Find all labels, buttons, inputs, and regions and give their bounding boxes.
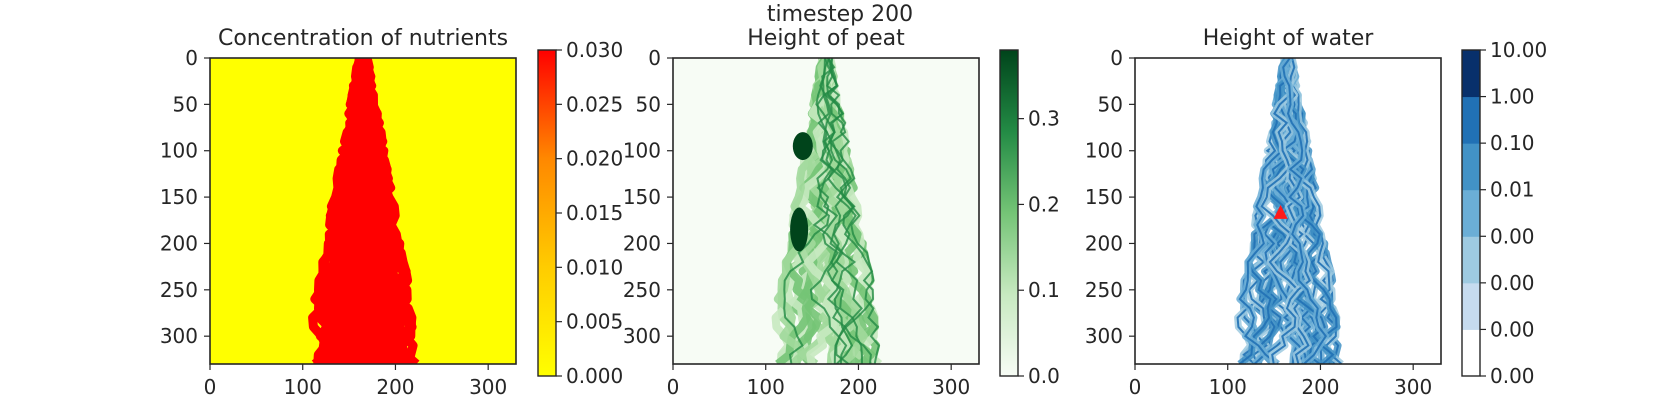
y-tick-label: 250 [1085, 278, 1123, 302]
colorbar-frame [999, 49, 1019, 377]
colorbar-tick-label: 0.000 [566, 364, 623, 388]
x-tick-label: 0 [1129, 375, 1142, 399]
colorbar-tick-label: 0.020 [566, 147, 623, 171]
peat-edge [809, 58, 852, 364]
colorbar-segment [1462, 236, 1480, 284]
colorbar-segment [1462, 329, 1480, 377]
panel-water: Height of water 0 50 100 150 200 250 300 0 100 200… [1085, 26, 1547, 399]
colorbar-tick-label: 10.00 [1490, 38, 1547, 62]
y-tick-label: 150 [1085, 185, 1123, 209]
colorbar-frame [1461, 49, 1481, 377]
y-tick-label: 250 [623, 278, 661, 302]
water-channel-core [1238, 58, 1299, 364]
colorbar-segment [1462, 189, 1480, 237]
position-marker [1273, 204, 1288, 219]
colorbar-segment [1462, 143, 1480, 191]
axes-frame [672, 57, 980, 365]
colorbar-tick-label: 0.1 [1028, 278, 1060, 302]
y-tick-label: 50 [173, 92, 198, 116]
colorbar-tick-label: 0.01 [1490, 178, 1535, 202]
y-tick-label: 0 [1110, 46, 1123, 70]
x-tick-label: 200 [839, 375, 877, 399]
water-channel-core [1271, 58, 1311, 364]
colorbar-segment [1462, 50, 1480, 98]
colorbar-tick-label: 0.00 [1490, 224, 1535, 248]
colorbar [538, 50, 556, 376]
x-tick-label: 0 [667, 375, 680, 399]
colorbar-tick-label: 1.00 [1490, 85, 1535, 109]
panel-title: Height of peat [747, 26, 905, 51]
x-tick-label: 200 [376, 375, 414, 399]
panel-peat: Height of peat 0 50 100 150 200 250 300 0 100 200 3… [623, 26, 1060, 399]
y-tick-label: 200 [1085, 231, 1123, 255]
y-tick-label: 200 [623, 231, 661, 255]
panel-title: Height of water [1203, 26, 1375, 51]
colorbar-segment [1462, 282, 1480, 330]
colorbar-tick-label: 0.2 [1028, 192, 1060, 216]
y-tick-label: 100 [623, 139, 661, 163]
axes-frame [209, 57, 517, 365]
heatmap-field [308, 58, 420, 364]
x-tick-label: 300 [932, 375, 970, 399]
nutrient-channel [353, 58, 406, 364]
y-tick-label: 300 [1085, 324, 1123, 348]
water-channel-core [1282, 58, 1328, 364]
panel-title: Concentration of nutrients [218, 26, 508, 51]
peat-dense-patch [790, 207, 809, 252]
colorbar-tick-label: 0.015 [566, 201, 623, 225]
peat-edge [815, 58, 854, 364]
y-tick-label: 200 [160, 231, 198, 255]
peat-edge [812, 58, 863, 364]
colorbar-tick-label: 0.00 [1490, 271, 1535, 295]
colorbar-tick-label: 0.3 [1028, 107, 1060, 131]
x-tick-label: 100 [747, 375, 785, 399]
colorbar-tick-label: 0.10 [1490, 131, 1535, 155]
y-tick-label: 100 [1085, 139, 1123, 163]
peat-edge [824, 58, 875, 364]
colorbar [1000, 50, 1018, 376]
x-tick-label: 0 [204, 375, 217, 399]
x-tick-label: 200 [1301, 375, 1339, 399]
x-tick-label: 100 [1209, 375, 1247, 399]
y-tick-label: 250 [160, 278, 198, 302]
peat-edge [826, 58, 880, 364]
y-tick-label: 0 [648, 46, 661, 70]
heatmap-field [771, 58, 883, 364]
y-tick-label: 100 [160, 139, 198, 163]
x-tick-label: 100 [284, 375, 322, 399]
colorbar-tick-label: 0.010 [566, 255, 623, 279]
colorbar-tick-label: 0.00 [1490, 317, 1535, 341]
colorbar-tick-label: 0.0 [1028, 364, 1060, 388]
colorbar-tick-label: 0.00 [1490, 364, 1535, 388]
panel-nutrients: Concentration of nutrients 0 50 100 150 200 25… [160, 26, 623, 399]
suptitle: timestep 200 [767, 2, 913, 27]
nutrient-channel [342, 58, 390, 364]
x-tick-label: 300 [469, 375, 507, 399]
x-tick-label: 300 [1394, 375, 1432, 399]
colorbar-tick-label: 0.025 [566, 92, 623, 116]
y-tick-label: 50 [1098, 92, 1123, 116]
heatmap-field [1234, 58, 1344, 364]
y-tick-label: 0 [185, 46, 198, 70]
colorbar-tick-label: 0.005 [566, 310, 623, 334]
y-tick-label: 150 [623, 185, 661, 209]
peat-dense-patch [792, 132, 813, 161]
y-tick-label: 300 [623, 324, 661, 348]
colorbar-tick-label: 0.030 [566, 38, 623, 62]
axes-frame [1134, 57, 1442, 365]
colorbar-segment [1462, 96, 1480, 144]
y-tick-label: 150 [160, 185, 198, 209]
y-tick-label: 300 [160, 324, 198, 348]
y-tick-label: 50 [636, 92, 661, 116]
